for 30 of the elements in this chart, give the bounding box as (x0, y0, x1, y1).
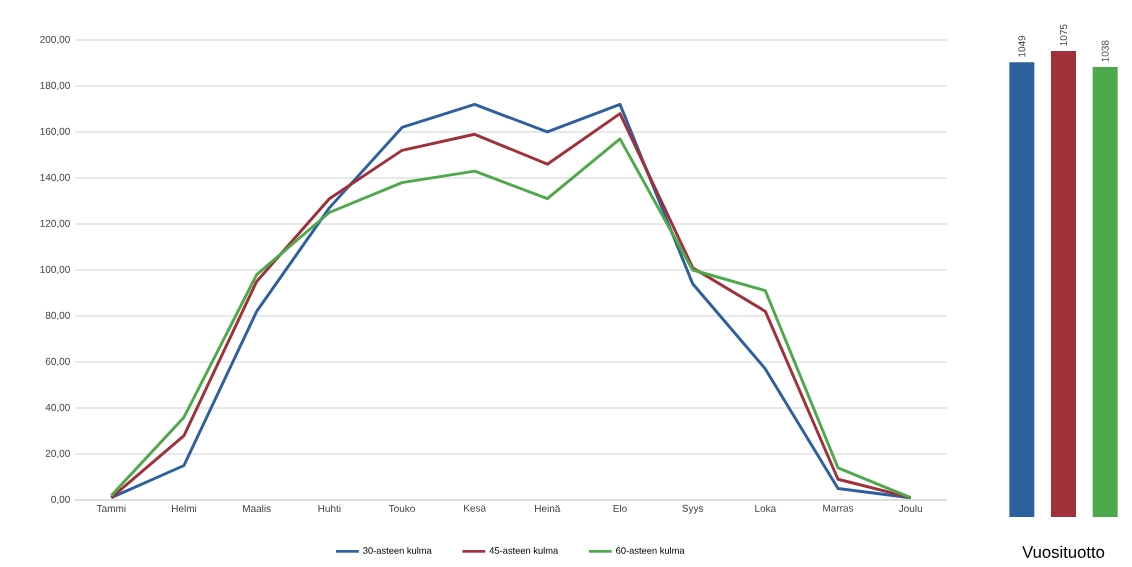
y-tick-label: 140,00 (40, 173, 70, 183)
x-tick-label: Loka (755, 504, 777, 513)
x-tick-label: Marras (823, 504, 854, 512)
data-label: 1075 (1059, 24, 1068, 46)
y-tick-label: 180,00 (40, 81, 70, 91)
x-tick-label: Helmi (172, 504, 197, 513)
x-tick-label: Maalis (243, 504, 271, 513)
data-label: 1038 (1101, 40, 1109, 62)
x-tick-label: Syys (682, 504, 704, 514)
legend-label: 30-asteen kulma (363, 546, 432, 554)
x-tick-label: Touko (388, 504, 415, 513)
y-tick-label: 0,00 (51, 495, 70, 505)
y-tick-label: 80,00 (45, 311, 70, 321)
x-tick-label: Kesä (464, 504, 487, 512)
x-axis-title: Vuosituotto (1022, 545, 1105, 558)
legend-label: 60-asteen kulma (616, 546, 685, 554)
x-tick-label: Elo (613, 504, 627, 513)
y-tick-label: 60,00 (45, 357, 70, 367)
y-tick-label: 160,00 (40, 127, 70, 137)
y-tick-label: 40,00 (45, 403, 70, 413)
x-tick-label: Joulu (898, 504, 922, 513)
x-tick-label: Huhti (318, 504, 341, 513)
x-tick-label: Tammi (96, 504, 126, 513)
y-tick-label: 120,00 (40, 219, 70, 229)
x-tick-label: Heinä (535, 504, 561, 513)
y-tick-label: 200,00 (40, 35, 70, 45)
data-label: 1049 (1018, 35, 1026, 57)
y-tick-label: 100,00 (40, 265, 70, 275)
y-tick-label: 20,00 (45, 449, 70, 459)
legend-label: 45-asteen kulma (489, 546, 559, 554)
